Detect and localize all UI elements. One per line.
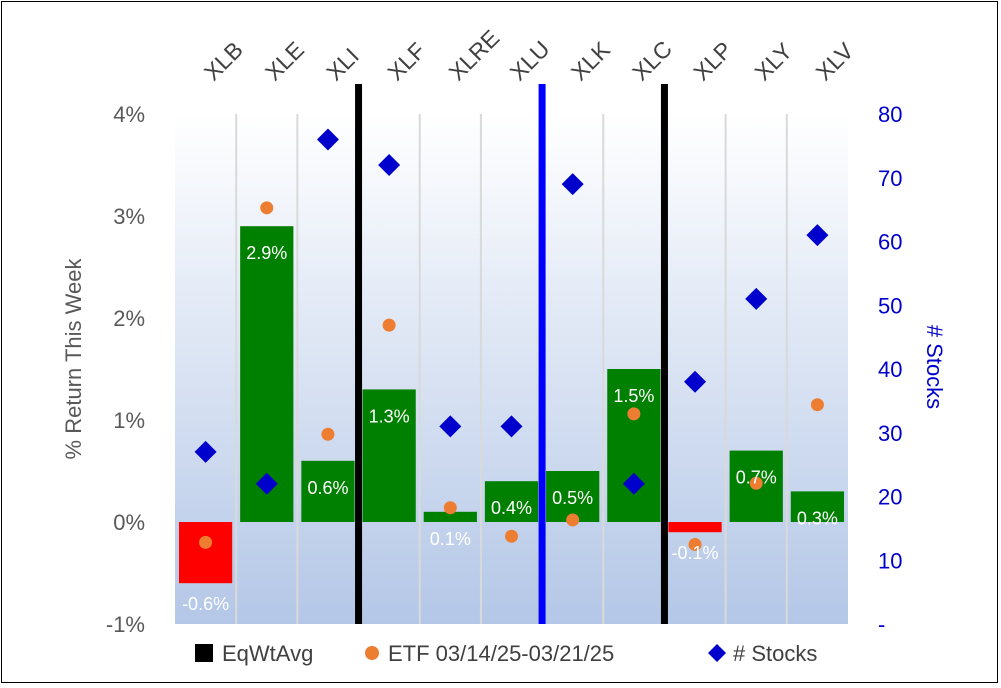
category-label: XLK: [566, 36, 616, 86]
data-label: 2.9%: [246, 243, 287, 263]
category-label: XLE: [260, 36, 309, 85]
y2-tick-label: 50: [878, 293, 902, 318]
y-tick-label: 3%: [113, 204, 145, 229]
category-label: XLC: [627, 36, 677, 86]
data-label: 0.4%: [491, 498, 532, 518]
bar-xlv: [790, 491, 845, 522]
etf-marker-xlu: [505, 529, 518, 543]
data-label: 0.5%: [552, 488, 593, 508]
y2-tick-label: 60: [878, 230, 902, 255]
legend-swatch-stocks: [708, 644, 726, 662]
stocks-marker-xlb: [194, 440, 217, 463]
etf-marker-xle: [260, 201, 274, 215]
stocks-marker-xle: [255, 472, 278, 495]
bar-xlc: [607, 369, 661, 522]
etf-marker-xlf: [382, 318, 396, 332]
etf-marker-xlv: [810, 398, 824, 412]
bar-xlf: [362, 389, 416, 522]
y2-tick-label: 20: [878, 485, 902, 510]
category-label: XLY: [749, 38, 797, 86]
y-tick-label: 1%: [113, 408, 145, 433]
stocks-marker-xlv: [806, 224, 829, 247]
data-label: 0.6%: [307, 478, 348, 498]
stocks-marker-xly: [745, 287, 768, 310]
stocks-marker-xlre: [439, 415, 462, 438]
etf-marker-xlb: [199, 535, 213, 549]
legend: EqWtAvg ETF 03/14/25-03/21/25 # Stocks: [195, 641, 817, 666]
category-label: XLRE: [443, 25, 504, 86]
data-label: -0.1%: [672, 543, 719, 563]
data-label: 0.1%: [430, 529, 471, 549]
data-label: 0.7%: [736, 468, 777, 488]
stocks-marker-xlk: [561, 173, 584, 196]
legend-label-eqwtavg: EqWtAvg: [222, 641, 313, 666]
y-tick-label: 2%: [113, 306, 145, 331]
stocks-marker-xlf: [378, 154, 401, 176]
stocks-marker-xlp: [684, 370, 707, 393]
etf-marker-xly: [749, 476, 763, 490]
legend-label-stocks: # Stocks: [733, 641, 817, 666]
category-label: XLI: [321, 43, 364, 86]
bar-series: [178, 226, 845, 584]
y-axis-title: % Return This Week: [61, 258, 86, 460]
bar-xlre: [423, 511, 477, 522]
etf-marker-xli: [321, 427, 335, 441]
data-label: 1.3%: [369, 406, 410, 426]
legend-swatch-etf: [365, 646, 379, 660]
bar-xlb: [178, 522, 233, 584]
y2-tick-label: 70: [878, 166, 902, 191]
y-tick-label: -1%: [106, 612, 145, 637]
y2-axis-title: # Stocks: [922, 325, 947, 409]
marker-series: [194, 128, 829, 551]
data-label: 0.3%: [797, 508, 838, 528]
y-tick-label: 0%: [113, 510, 145, 535]
stocks-marker-xlc: [622, 472, 645, 495]
category-label: XLF: [382, 37, 430, 85]
etf-marker-xlc: [627, 407, 641, 421]
category-label: XLP: [688, 36, 737, 85]
y2-tick-label: 30: [878, 421, 902, 446]
stocks-marker-xli: [316, 128, 339, 151]
y2-tick-label: 10: [878, 548, 902, 573]
category-label: XLB: [199, 36, 248, 85]
category-label: XLV: [811, 37, 859, 85]
separators: [355, 84, 668, 624]
legend-swatch-eqwtavg: [195, 644, 213, 662]
data-labels: -0.6% 2.9% 0.6% 1.3% 0.1% 0.4% 0.5% 1.5% -0.1% 0.…: [182, 243, 838, 614]
etf-marker-xlk: [566, 513, 580, 527]
stocks-marker-xlu: [500, 415, 523, 438]
bar-xlu: [484, 481, 539, 522]
y2-tick-label: 40: [878, 357, 902, 382]
category-label: XLU: [505, 36, 555, 86]
bar-xli: [301, 460, 355, 522]
etf-marker-xlp: [688, 537, 702, 551]
y2-tick-label: -: [878, 612, 885, 637]
bar-xle: [240, 226, 294, 522]
etf-marker-xlre: [443, 501, 457, 515]
legend-label-etf: ETF 03/14/25-03/21/25: [388, 641, 614, 666]
bar-xlp: [668, 522, 722, 533]
data-label: 1.5%: [613, 386, 654, 406]
data-label: -0.6%: [182, 594, 229, 614]
y2-tick-label: 80: [878, 102, 902, 127]
y-tick-label: 4%: [113, 102, 145, 127]
